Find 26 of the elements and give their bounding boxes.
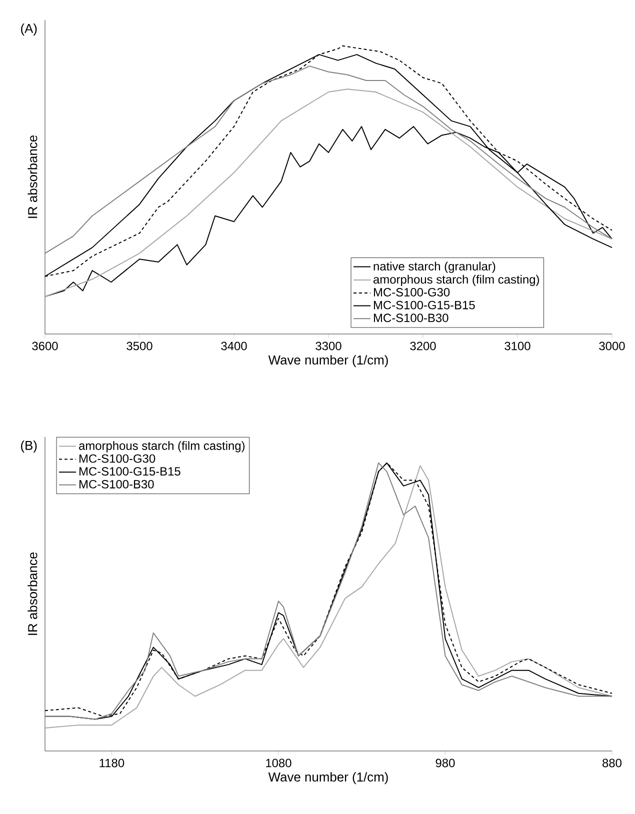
x-tick-label: 3200 — [410, 342, 436, 350]
legend-label: native starch (granular) — [374, 262, 496, 273]
x-tick-label: 980 — [436, 758, 455, 768]
x-tick-label: 1080 — [266, 758, 292, 768]
x-tick-label: 3300 — [316, 342, 342, 350]
legend-label: amorphous starch (film casting) — [79, 441, 245, 452]
legend-label: MC-S100-G15-B15 — [374, 300, 475, 310]
legend-label: MC-S100-G30 — [80, 454, 156, 463]
y-axis-title: IR absorbance — [28, 135, 38, 218]
y-axis-title: IR absorbance — [28, 552, 38, 635]
legend-label: MC-S100-G30 — [374, 288, 450, 296]
x-tick-label: 880 — [602, 758, 622, 768]
legend-label: MC-S100-G15-B15 — [80, 467, 180, 476]
legend-label: MC-S100-B30 — [374, 314, 448, 322]
x-axis-title: Wave number (1/cm) — [268, 772, 388, 784]
x-tick-label: 3600 — [32, 342, 58, 350]
legend-label: amorphous starch (film casting) — [374, 274, 539, 286]
x-tick-label: 3400 — [221, 342, 247, 350]
x-axis-title: Wave number (1/cm) — [268, 355, 388, 368]
x-tick-label: 3100 — [504, 342, 530, 350]
x-tick-label: 3000 — [599, 342, 625, 350]
chart-title: (B) — [21, 440, 37, 453]
legend-label: MC-S100-B30 — [80, 480, 154, 488]
x-tick-label: 3500 — [126, 342, 152, 350]
x-tick-label: 1180 — [100, 758, 124, 768]
chart-title: (A) — [21, 24, 37, 36]
